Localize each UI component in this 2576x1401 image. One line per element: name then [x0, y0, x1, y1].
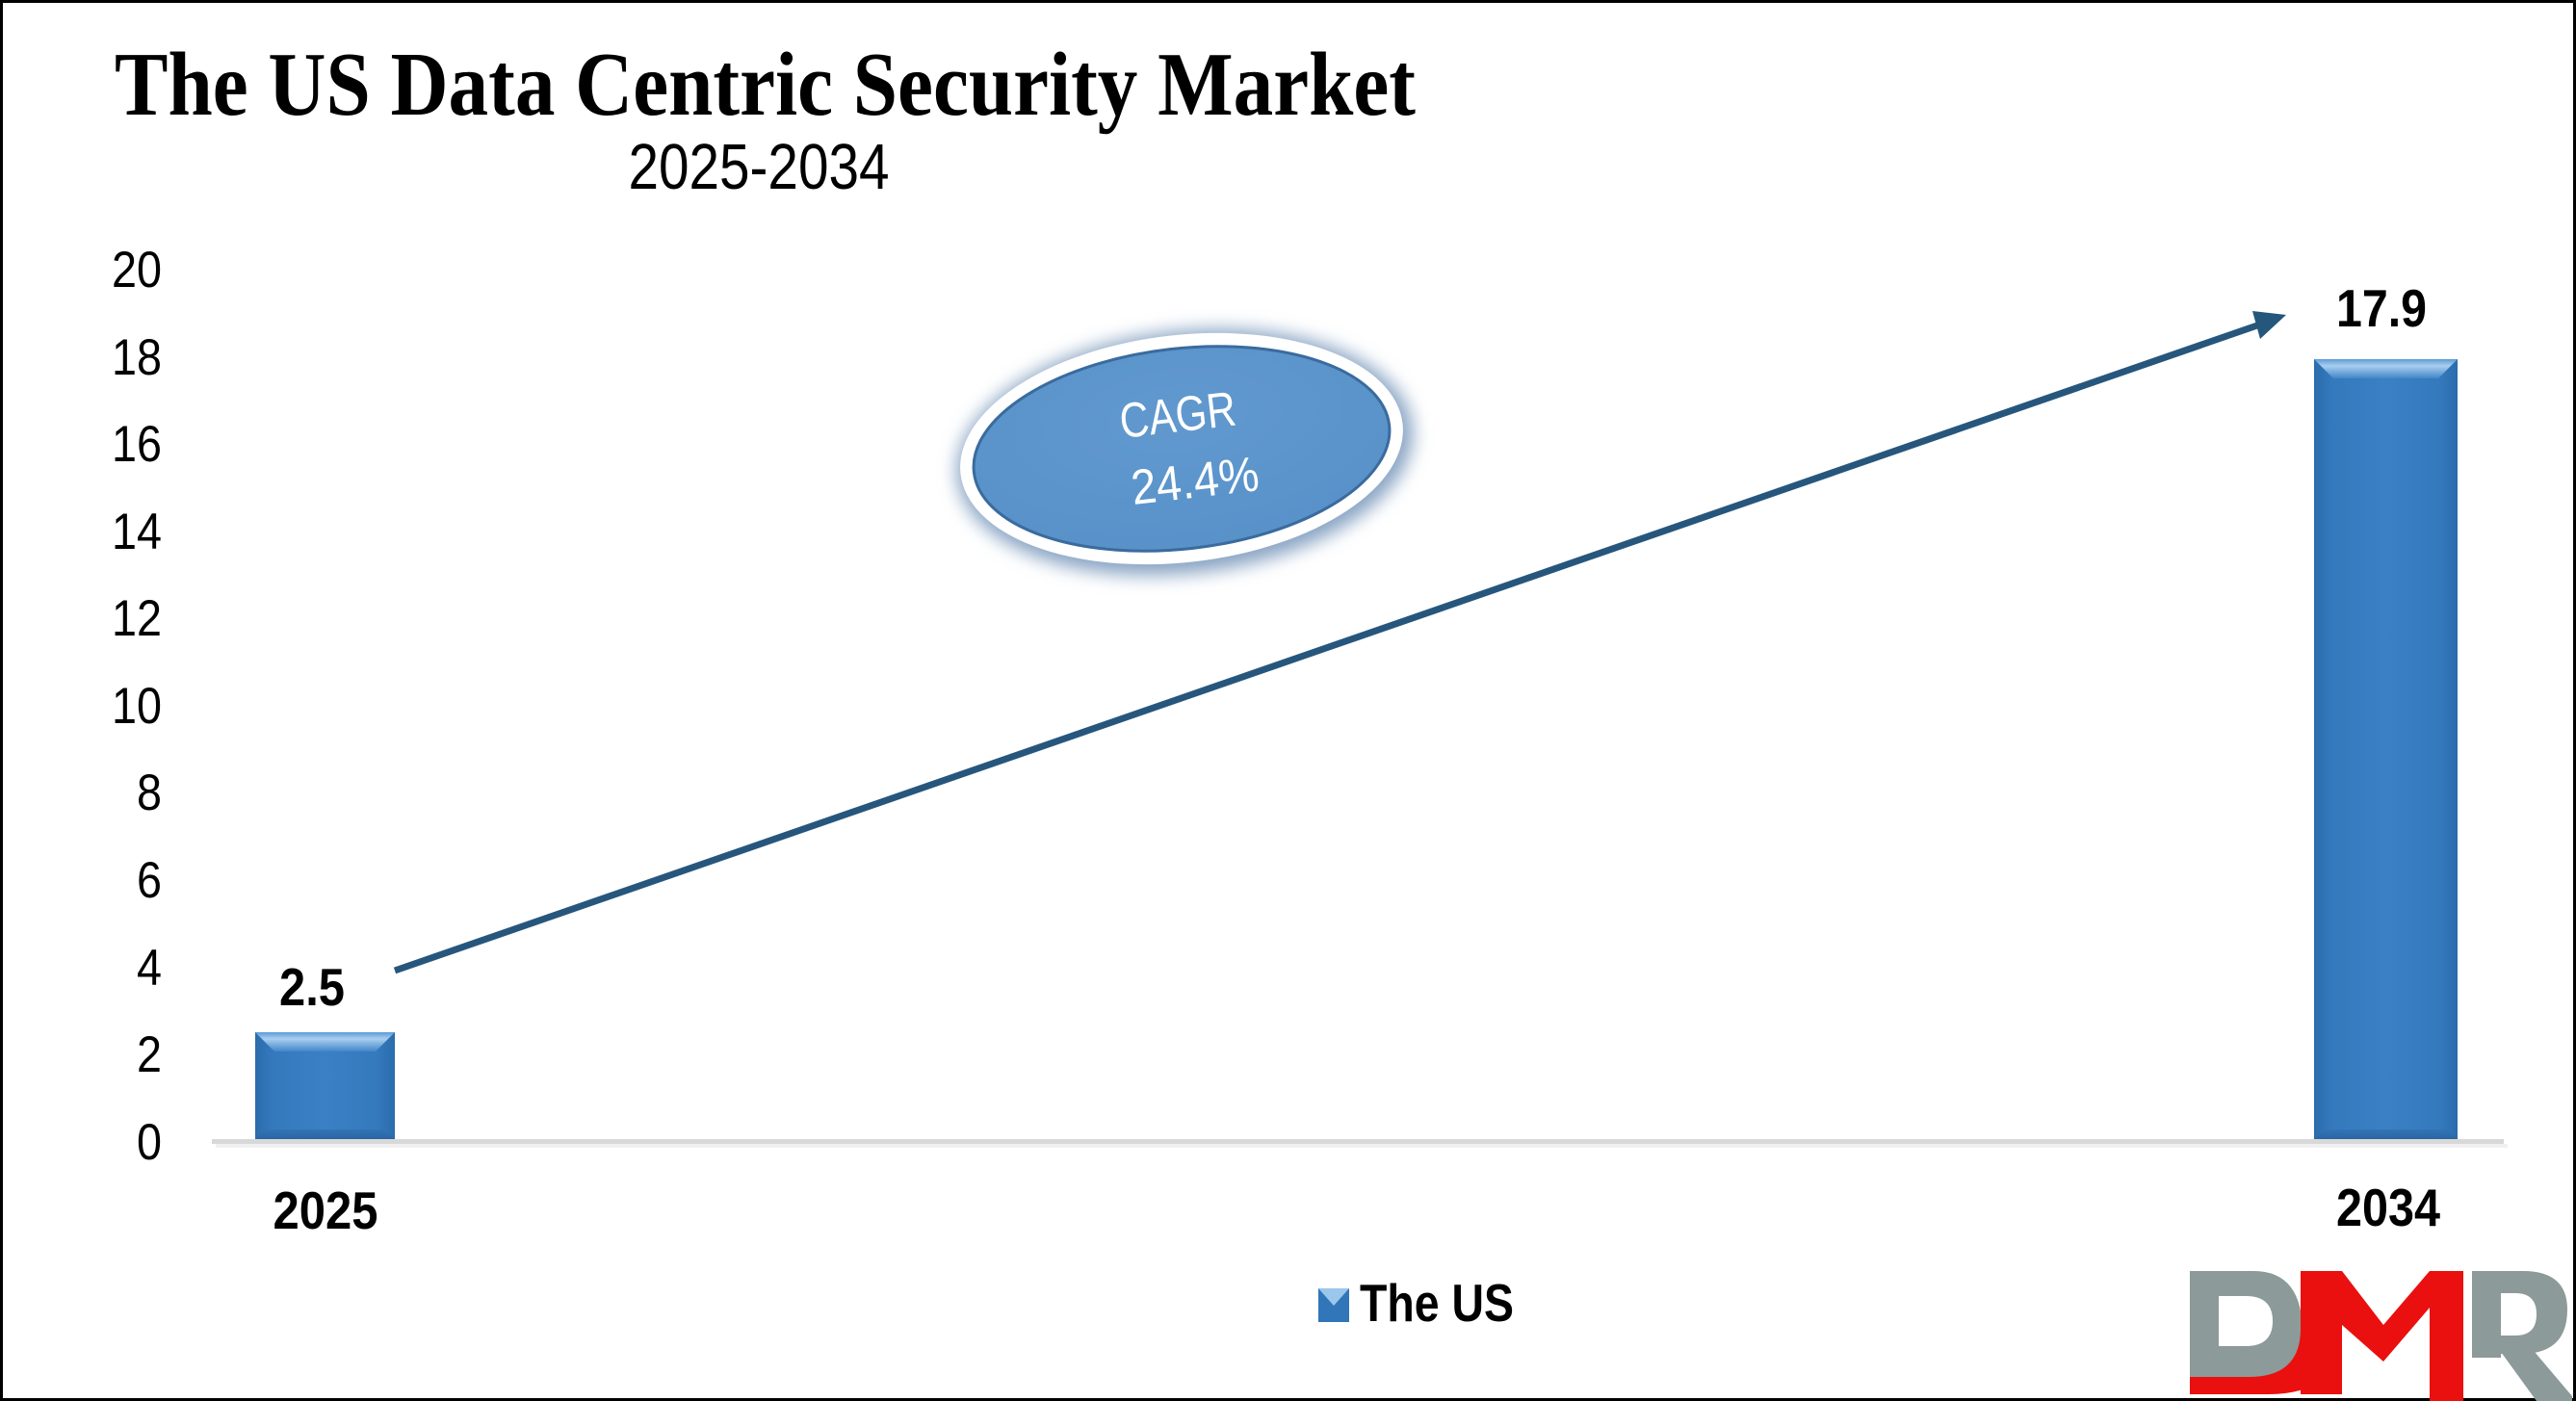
svg-text:18: 18 [112, 329, 162, 386]
svg-text:17.9: 17.9 [2336, 278, 2427, 338]
svg-text:4: 4 [137, 940, 162, 997]
svg-text:2025-2034: 2025-2034 [629, 131, 890, 203]
svg-text:8: 8 [137, 765, 162, 821]
svg-text:The US: The US [1360, 1273, 1514, 1333]
svg-text:16: 16 [112, 416, 162, 473]
svg-text:2.5: 2.5 [279, 957, 345, 1017]
svg-text:10: 10 [112, 678, 162, 735]
svg-text:14: 14 [112, 504, 162, 560]
svg-text:2025: 2025 [273, 1180, 378, 1240]
svg-text:12: 12 [112, 590, 162, 647]
svg-text:6: 6 [137, 852, 162, 909]
svg-text:2: 2 [137, 1026, 162, 1083]
svg-text:0: 0 [137, 1114, 162, 1171]
svg-text:20: 20 [112, 242, 162, 298]
svg-text:CAGR: CAGR [1117, 381, 1239, 449]
svg-text:2034: 2034 [2336, 1178, 2440, 1237]
svg-text:The US Data Centric Security M: The US Data Centric Security Market [115, 35, 1416, 135]
